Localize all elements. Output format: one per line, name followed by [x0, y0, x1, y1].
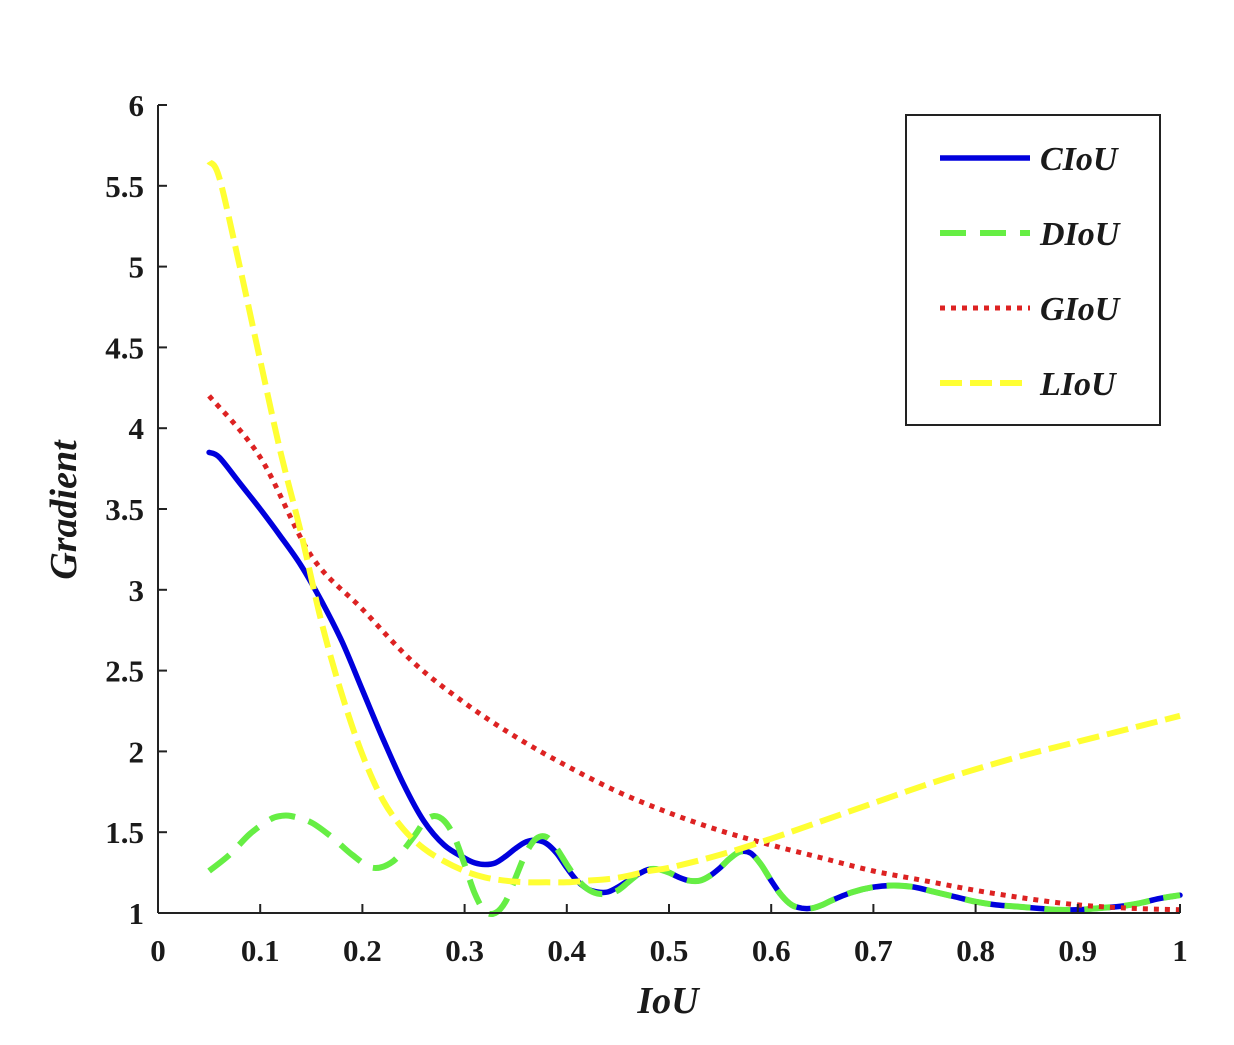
y-tick-label: 4: [129, 411, 145, 446]
legend-label-diou: DIoU: [1039, 216, 1122, 253]
y-tick-label: 3.5: [105, 492, 144, 527]
x-tick-label: 0.1: [241, 933, 280, 968]
x-tick-label: 0.6: [752, 933, 791, 968]
x-tick-label: 0.8: [956, 933, 995, 968]
y-tick-label: 5.5: [105, 169, 144, 204]
x-tick-label: 0.7: [854, 933, 893, 968]
series-layer: [206, 159, 1183, 918]
series-line-giou: [207, 394, 1181, 913]
series-line-liou: [206, 159, 1181, 886]
legend-label-ciou: CIoU: [1040, 141, 1120, 178]
x-tick-label: 0: [150, 933, 166, 968]
x-axis-title: IoU: [636, 980, 701, 1022]
series-line-ciou: [206, 449, 1183, 913]
x-tick-label: 0.5: [650, 933, 689, 968]
y-tick-label: 5: [129, 250, 145, 285]
y-tick-label: 4.5: [105, 330, 144, 365]
legend-label-liou: LIoU: [1039, 366, 1118, 403]
legend: CIoU DIoU GIoU LIoU: [905, 114, 1161, 426]
y-tick-label: 2: [129, 734, 145, 769]
legend-box: [905, 114, 1161, 426]
y-tick-label: 2.5: [105, 654, 144, 689]
x-tick-label: 0.2: [343, 933, 382, 968]
x-tick-label: 0.9: [1058, 933, 1097, 968]
y-tick-label: 3: [129, 573, 145, 608]
y-axis-title: Gradient: [43, 439, 85, 580]
x-tick-label: 1: [1172, 933, 1188, 968]
ticks-layer: 0 0.1 0.2 0.3 0.4 0.5 0.6 0.7 0.8 0.9 1 1 1.5 2 2.5 3 3.…: [105, 88, 1188, 968]
legend-label-giou: GIoU: [1040, 291, 1122, 328]
y-tick-label: 1.5: [105, 815, 144, 850]
y-tick-label: 6: [129, 88, 145, 123]
y-tick-label: 1: [129, 896, 145, 931]
x-tick-label: 0.4: [547, 933, 586, 968]
x-tick-label: 0.3: [445, 933, 484, 968]
